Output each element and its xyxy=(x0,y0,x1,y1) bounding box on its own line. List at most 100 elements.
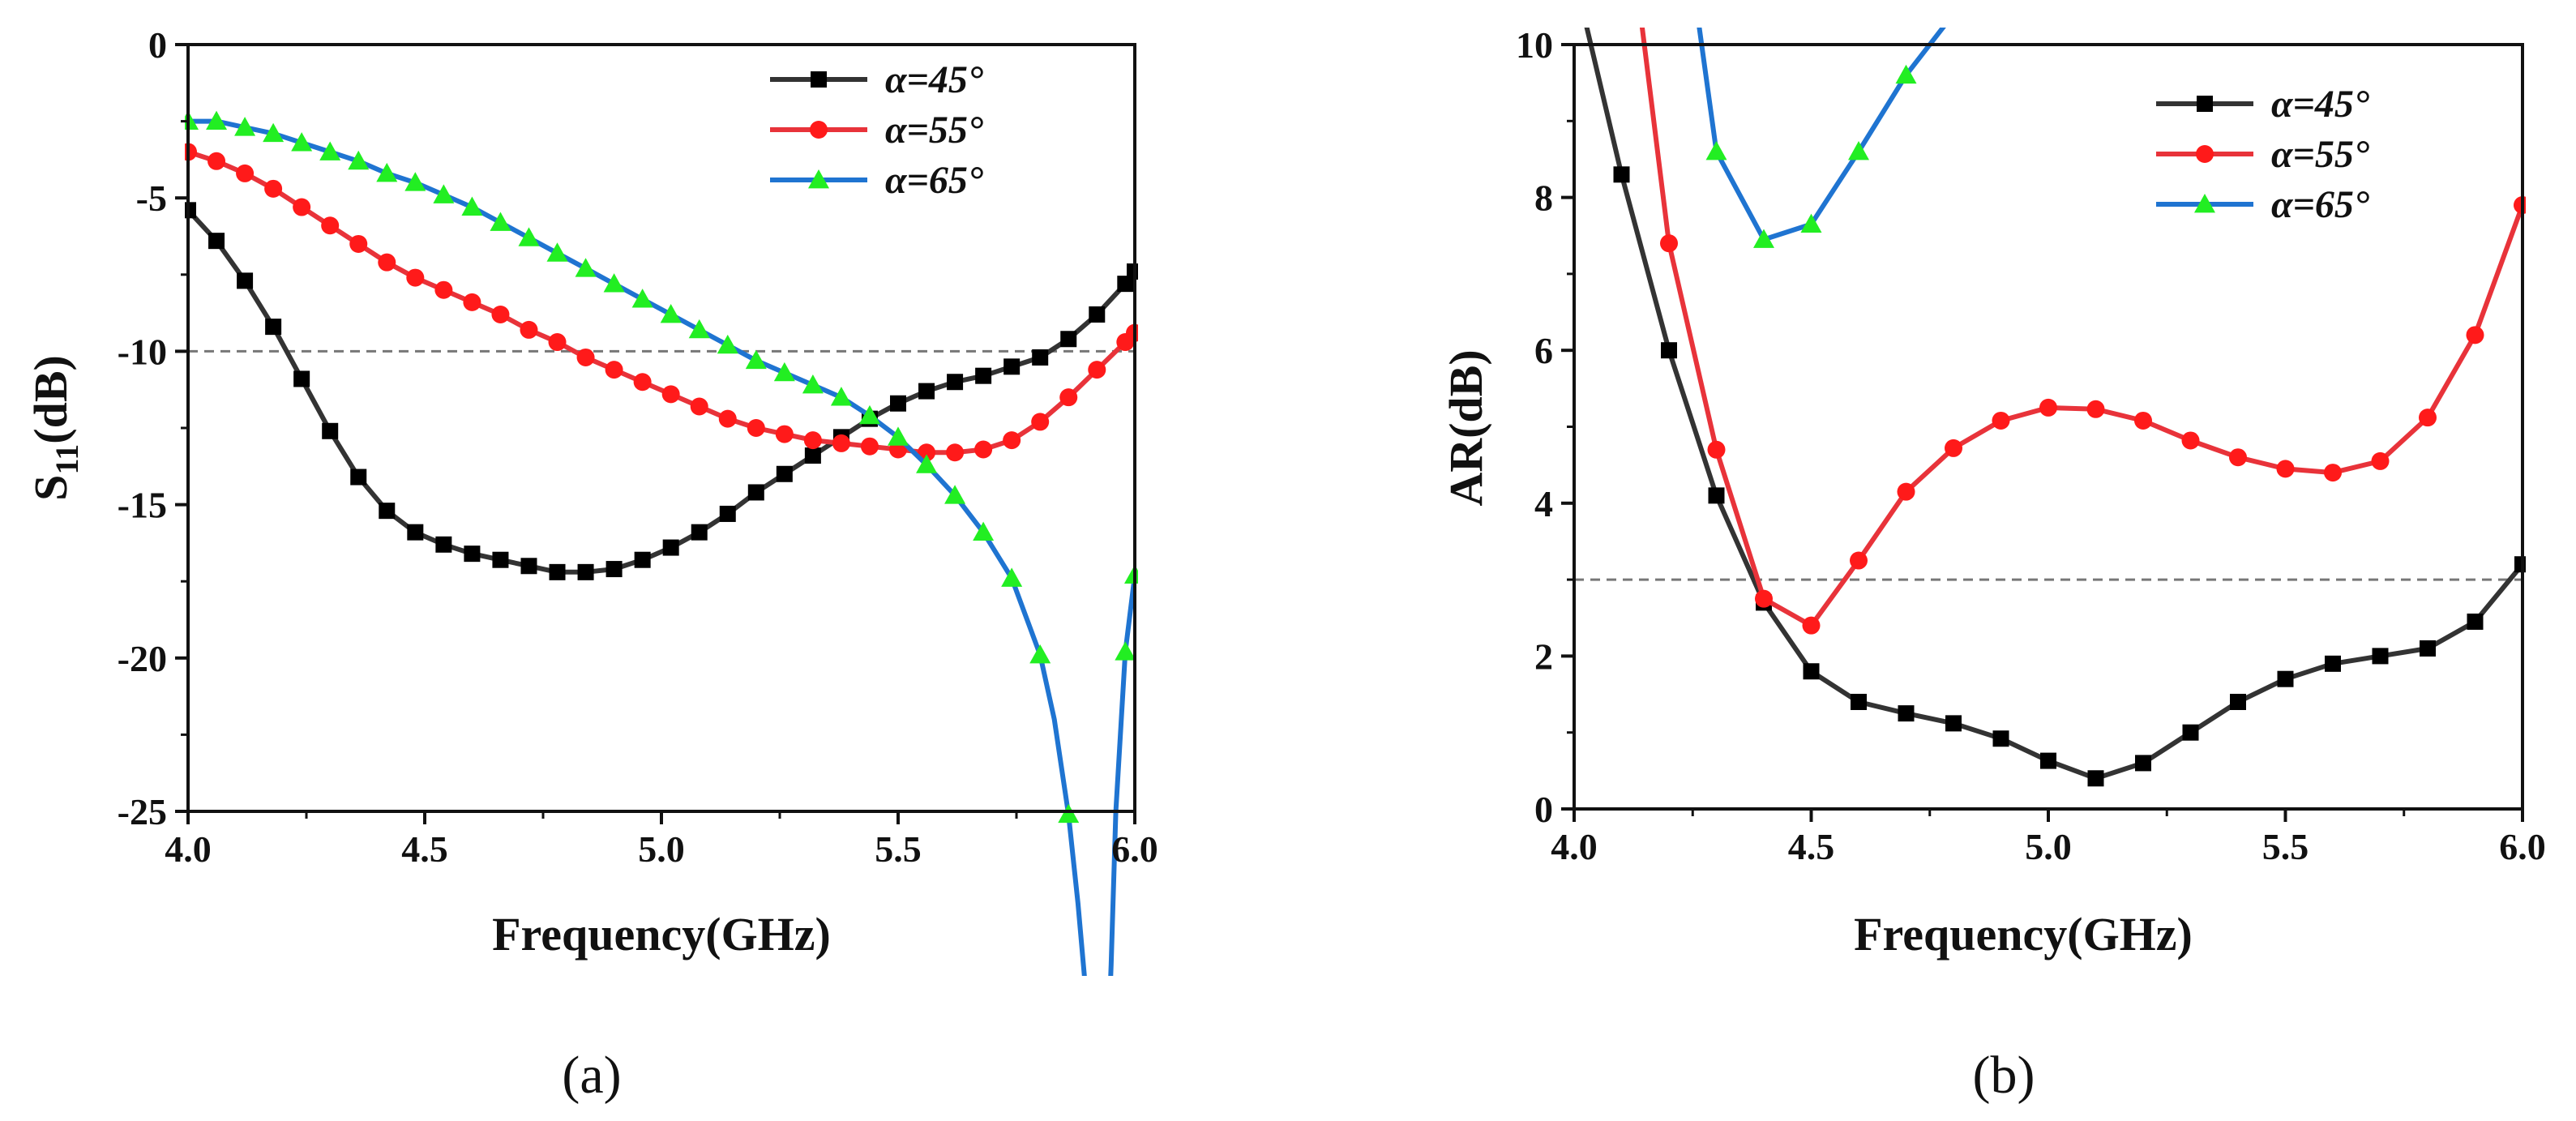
data-point-marker xyxy=(776,465,793,482)
data-point-marker xyxy=(2086,400,2105,418)
data-point-marker xyxy=(234,117,256,136)
x-tick-label: 4.5 xyxy=(1788,826,1835,867)
data-point-marker xyxy=(2181,431,2200,450)
data-point-marker xyxy=(291,132,313,152)
data-point-marker xyxy=(2325,655,2341,672)
data-point-marker xyxy=(1032,349,1049,366)
data-point-marker xyxy=(2467,613,2484,630)
data-point-marker xyxy=(1753,229,1774,248)
x-tick-label: 4.0 xyxy=(165,828,212,870)
series-line xyxy=(187,149,1137,456)
data-point-marker xyxy=(1058,803,1080,824)
panel-a-s11-chart: 4.0 4.5 5.0 5.5 6.0 0 -5 -10 -15 -20 -25 Frequency… xyxy=(24,24,1158,1105)
data-point-marker xyxy=(1848,141,1869,160)
data-point-marker xyxy=(1707,440,1726,459)
data-point-marker xyxy=(463,293,481,311)
data-point-marker xyxy=(549,563,566,580)
data-point-marker xyxy=(2466,326,2484,344)
data-point-marker xyxy=(1851,693,1867,710)
data-point-marker xyxy=(434,280,453,299)
data-point-marker xyxy=(2229,448,2247,467)
data-point-marker xyxy=(407,524,424,541)
data-point-marker xyxy=(1003,431,1021,450)
y-tick-label: -25 xyxy=(118,791,167,832)
legend-label: α=65° xyxy=(885,159,983,202)
x-tick-label: 6.0 xyxy=(1111,828,1158,870)
data-point-marker xyxy=(773,362,795,382)
data-point-marker xyxy=(379,503,396,520)
axis-ticks: 4.0 4.5 5.0 5.5 6.0 0 -5 -10 -15 -20 -25 xyxy=(118,24,1158,870)
legend-marker xyxy=(811,71,827,88)
data-point-marker xyxy=(918,383,935,400)
data-point-marker xyxy=(1945,715,1962,732)
data-point-marker xyxy=(918,443,936,462)
legend-marker xyxy=(810,121,828,139)
data-point-marker xyxy=(1895,64,1917,84)
data-point-marker xyxy=(350,469,367,486)
data-point-marker xyxy=(208,152,226,170)
panel-b-ar-chart: 4.0 4.5 5.0 5.5 6.0 0 2 4 6 8 10 Frequency(GHz) AR… xyxy=(1440,24,2546,1105)
series-line xyxy=(1697,28,1946,242)
data-point-marker xyxy=(747,484,764,501)
data-point-marker xyxy=(518,227,540,246)
data-point-marker xyxy=(2419,409,2437,427)
data-point-marker xyxy=(1661,342,1677,359)
data-point-marker xyxy=(745,349,767,370)
y-tick-label: 10 xyxy=(1516,24,1553,66)
data-point-marker xyxy=(1660,234,1678,253)
data-point-marker xyxy=(691,524,708,541)
data-point-marker xyxy=(804,447,821,464)
data-point-marker xyxy=(265,319,282,336)
data-point-marker xyxy=(775,425,794,443)
x-tick-label: 4.5 xyxy=(401,828,448,870)
y-tick-label: 8 xyxy=(1534,178,1553,219)
y-axis-title-subscript: 11 xyxy=(49,444,85,475)
data-point-marker xyxy=(2324,464,2342,482)
data-point-marker xyxy=(1089,306,1106,323)
data-point-marker xyxy=(461,196,483,216)
data-point-marker xyxy=(2230,693,2246,710)
data-point-marker xyxy=(492,551,509,568)
data-point-marker xyxy=(1613,166,1630,183)
legend-label: α=45° xyxy=(885,58,983,101)
data-point-marker xyxy=(1755,589,1773,608)
data-point-marker xyxy=(605,561,623,578)
data-point-marker xyxy=(1898,705,1915,722)
data-point-marker xyxy=(802,374,824,394)
legend-marker xyxy=(2197,96,2213,112)
y-tick-label: 0 xyxy=(148,24,167,66)
y-tick-label: 6 xyxy=(1534,330,1553,371)
data-point-marker xyxy=(1708,487,1725,504)
legend-marker xyxy=(2196,145,2214,163)
data-point-marker xyxy=(946,443,965,462)
data-point-marker xyxy=(661,385,680,404)
legend: α=45° α=55° α=65° xyxy=(770,58,983,202)
data-point-marker xyxy=(433,184,455,203)
data-point-marker xyxy=(576,348,595,366)
data-point-marker xyxy=(2087,770,2104,787)
data-point-marker xyxy=(1088,361,1106,379)
data-point-marker xyxy=(662,539,679,556)
data-point-marker xyxy=(2420,640,2436,657)
data-point-marker xyxy=(2277,670,2294,687)
data-point-marker xyxy=(1031,413,1050,431)
data-point-marker xyxy=(1060,331,1077,348)
data-point-marker xyxy=(464,546,481,563)
data-point-marker xyxy=(830,387,852,406)
data-point-marker xyxy=(236,164,255,182)
data-point-marker xyxy=(490,212,511,231)
data-point-marker xyxy=(860,437,879,456)
panel-label-b: (b) xyxy=(1973,1046,2035,1105)
data-point-marker xyxy=(1115,641,1136,661)
data-point-marker xyxy=(974,440,993,459)
data-point-marker xyxy=(263,122,285,143)
x-tick-label: 6.0 xyxy=(2499,826,2546,867)
data-point-marker xyxy=(2372,648,2389,665)
legend-marker xyxy=(2194,194,2215,213)
data-point-marker xyxy=(747,419,765,437)
data-point-marker xyxy=(319,141,341,160)
data-point-marker xyxy=(293,370,310,387)
data-point-marker xyxy=(718,409,737,428)
data-point-marker xyxy=(349,234,368,253)
